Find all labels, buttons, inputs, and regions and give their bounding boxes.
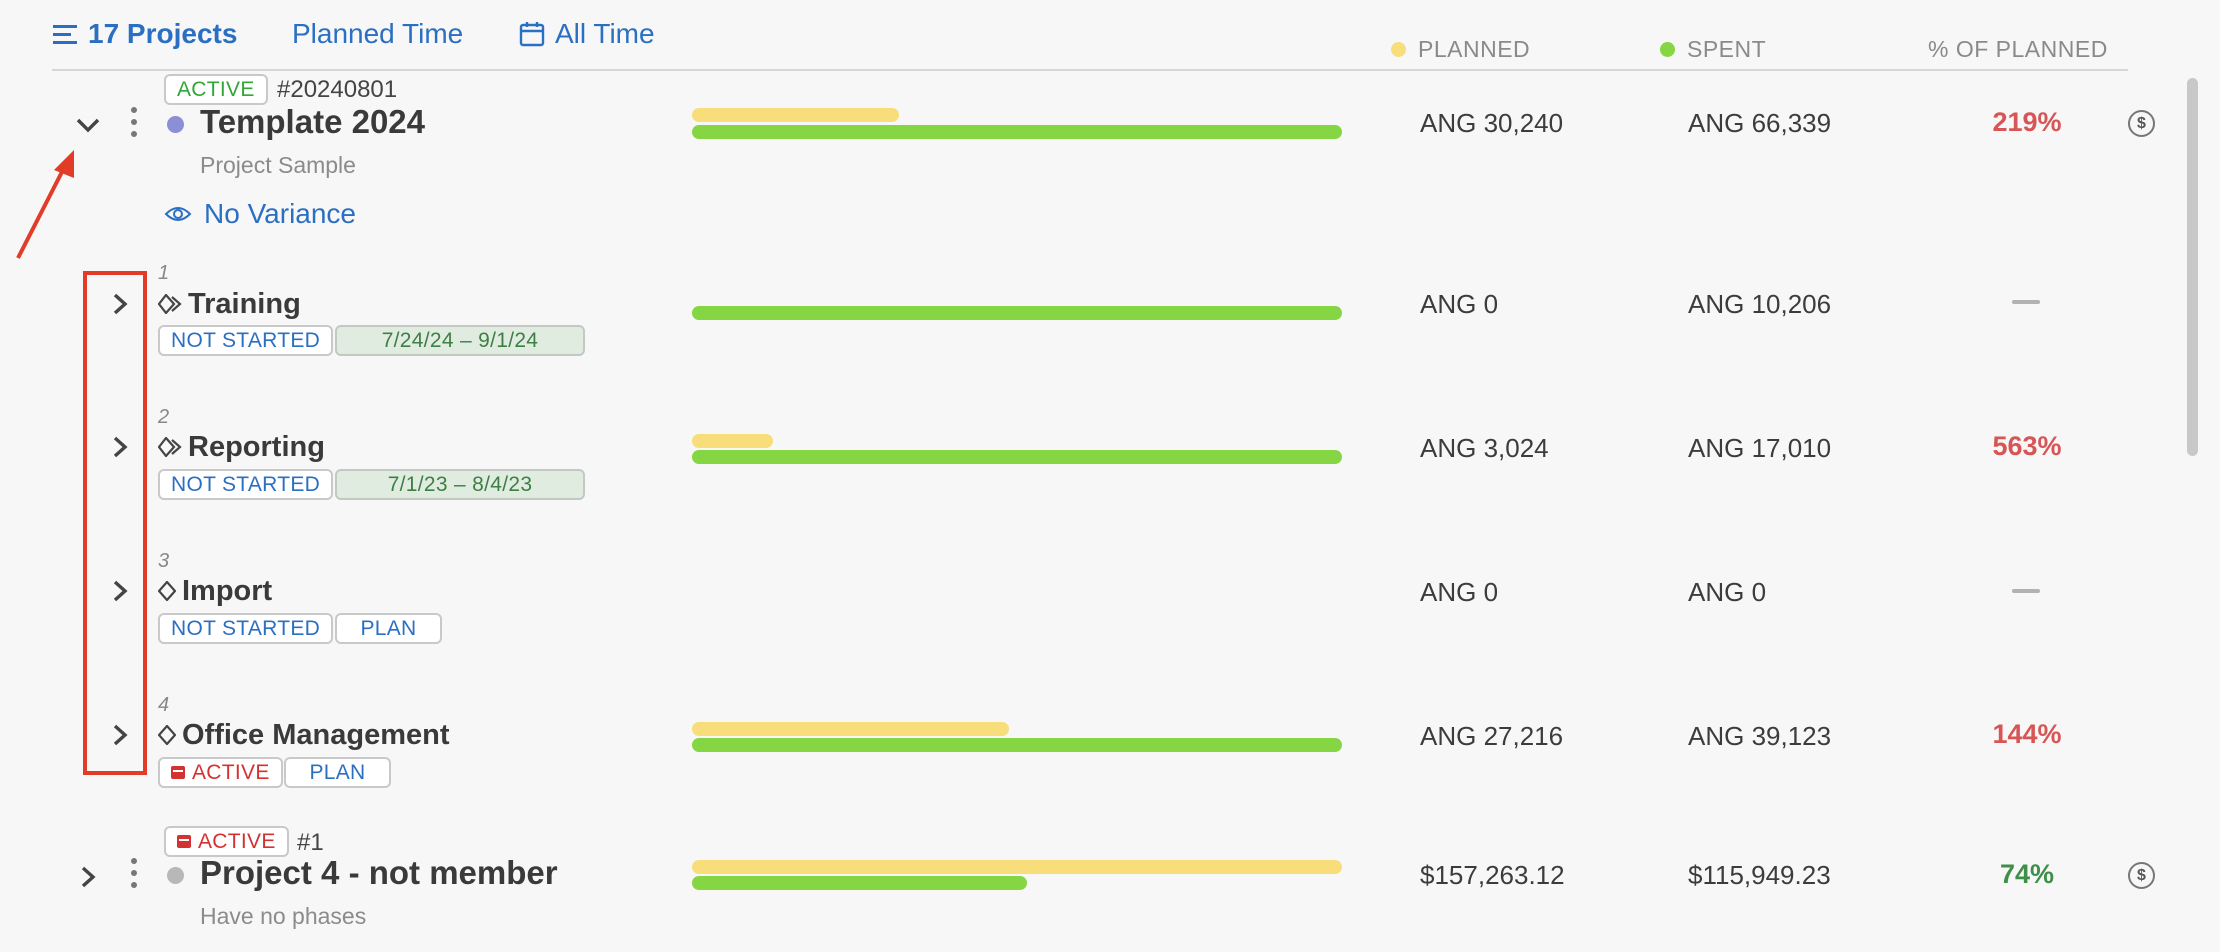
phase-spent-bar <box>692 450 1342 464</box>
spent-column-label: SPENT <box>1687 36 1767 62</box>
phase-planned-value: ANG 0 <box>1420 289 1499 319</box>
chevron-right-icon[interactable] <box>78 865 98 889</box>
chevron-right-icon[interactable] <box>110 579 130 603</box>
phase-spent-value: ANG 0 <box>1688 577 1767 607</box>
phase-number: 3 <box>158 550 170 572</box>
all-time-button[interactable]: All Time <box>519 14 655 54</box>
phase-plan-badge: PLAN <box>284 757 391 788</box>
scrollbar-thumb[interactable] <box>2187 78 2198 456</box>
project-planned-value: $157,263.12 <box>1420 860 1565 890</box>
project-status-label: ACTIVE <box>198 829 276 853</box>
dollar-icon[interactable]: $ <box>2128 110 2155 137</box>
chevron-right-icon[interactable] <box>110 723 130 747</box>
archive-icon <box>171 766 185 779</box>
calendar-icon <box>519 22 545 47</box>
phase-number: 4 <box>158 694 170 716</box>
project-subtitle: Project Sample <box>200 152 356 178</box>
phase-status-badge: ACTIVE <box>158 757 283 788</box>
project-code: #1 <box>297 829 324 856</box>
projects-count-button[interactable]: 17 Projects <box>52 14 237 54</box>
planned-time-button[interactable]: Planned Time <box>292 14 463 54</box>
pct-column-header: % OF PLANNED <box>1928 36 2108 63</box>
spent-legend-dot <box>1660 42 1675 57</box>
phase-pct-value: 563% <box>1992 431 2062 461</box>
phase-spent-bar <box>692 306 1342 320</box>
phase-status-badge: NOT STARTED <box>158 325 334 356</box>
phase-spent-bar <box>692 738 1342 752</box>
phase-plan-badge: PLAN <box>335 613 442 644</box>
project-status-badge: ACTIVE <box>164 826 289 857</box>
project-menu-kebab-icon[interactable] <box>131 107 137 143</box>
phase-title[interactable]: Reporting <box>188 431 325 463</box>
planned-column-header: PLANNED <box>1391 36 1530 63</box>
archive-icon <box>177 835 191 848</box>
header-divider <box>52 69 2128 71</box>
chevron-right-icon[interactable] <box>110 435 130 459</box>
spent-column-header: SPENT <box>1660 36 1766 63</box>
phase-icon <box>158 725 176 745</box>
project-planned-bar <box>692 108 900 122</box>
phase-pct-value: 144% <box>1992 719 2062 749</box>
phase-icon <box>158 437 182 457</box>
project-spent-value: $115,949.23 <box>1688 860 1831 890</box>
phase-title[interactable]: Training <box>188 288 301 320</box>
phase-icon <box>158 294 182 314</box>
all-time-label: All Time <box>555 18 655 49</box>
planned-time-label: Planned Time <box>292 18 464 49</box>
projects-count-label: 17 Projects <box>88 18 238 49</box>
annotation-arrow-icon <box>16 150 74 259</box>
highlight-box <box>83 271 147 775</box>
phase-planned-bar <box>692 434 773 448</box>
project-spent-bar <box>692 876 1028 890</box>
phase-title[interactable]: Import <box>182 575 273 607</box>
pct-column-label: % OF PLANNED <box>1928 36 2108 62</box>
project-color-dot <box>167 116 184 133</box>
project-pct-value: 219% <box>1992 107 2062 137</box>
phase-date-range-badge: 7/24/24 – 9/1/24 <box>335 325 585 356</box>
phase-number: 2 <box>158 406 170 428</box>
phase-date-range-badge: 7/1/23 – 8/4/23 <box>335 469 585 500</box>
chevron-right-icon[interactable] <box>110 292 130 316</box>
list-icon <box>53 25 77 44</box>
project-pct-value: 74% <box>1999 859 2055 889</box>
project-spent-value: ANG 66,339 <box>1688 108 1832 138</box>
eye-icon <box>164 207 192 221</box>
planned-column-label: PLANNED <box>1418 36 1531 62</box>
phase-spent-value: ANG 17,010 <box>1688 433 1832 463</box>
phase-number: 1 <box>158 262 170 284</box>
phase-pct-empty-dash <box>2012 300 2040 304</box>
planned-legend-dot <box>1391 42 1406 57</box>
phase-planned-value: ANG 3,024 <box>1420 433 1549 463</box>
project-spent-bar <box>692 125 1342 139</box>
phase-planned-bar <box>692 722 1009 736</box>
phase-title[interactable]: Office Management <box>182 719 450 751</box>
phase-planned-value: ANG 27,216 <box>1420 721 1564 751</box>
project-menu-kebab-icon[interactable] <box>131 858 137 894</box>
dollar-icon[interactable]: $ <box>2128 862 2155 889</box>
phase-spent-value: ANG 10,206 <box>1688 289 1832 319</box>
phase-spent-value: ANG 39,123 <box>1688 721 1832 751</box>
phase-status-label: ACTIVE <box>192 760 270 784</box>
project-planned-bar <box>692 860 1342 874</box>
phase-icon <box>158 581 176 601</box>
no-variance-label: No Variance <box>204 198 357 229</box>
phase-planned-value: ANG 0 <box>1420 577 1499 607</box>
phase-pct-empty-dash <box>2012 589 2040 593</box>
project-code: #20240801 <box>277 76 398 103</box>
no-variance-button[interactable]: No Variance <box>164 198 356 230</box>
project-planned-value: ANG 30,240 <box>1420 108 1564 138</box>
project-title[interactable]: Project 4 - not member <box>200 854 558 891</box>
phase-status-badge: NOT STARTED <box>158 469 334 500</box>
chevron-down-icon[interactable] <box>74 115 102 135</box>
project-subtitle: Have no phases <box>200 903 367 929</box>
project-title[interactable]: Template 2024 <box>200 103 426 140</box>
project-status-badge: ACTIVE <box>164 74 268 105</box>
project-color-dot <box>167 867 184 884</box>
phase-status-badge: NOT STARTED <box>158 613 334 644</box>
